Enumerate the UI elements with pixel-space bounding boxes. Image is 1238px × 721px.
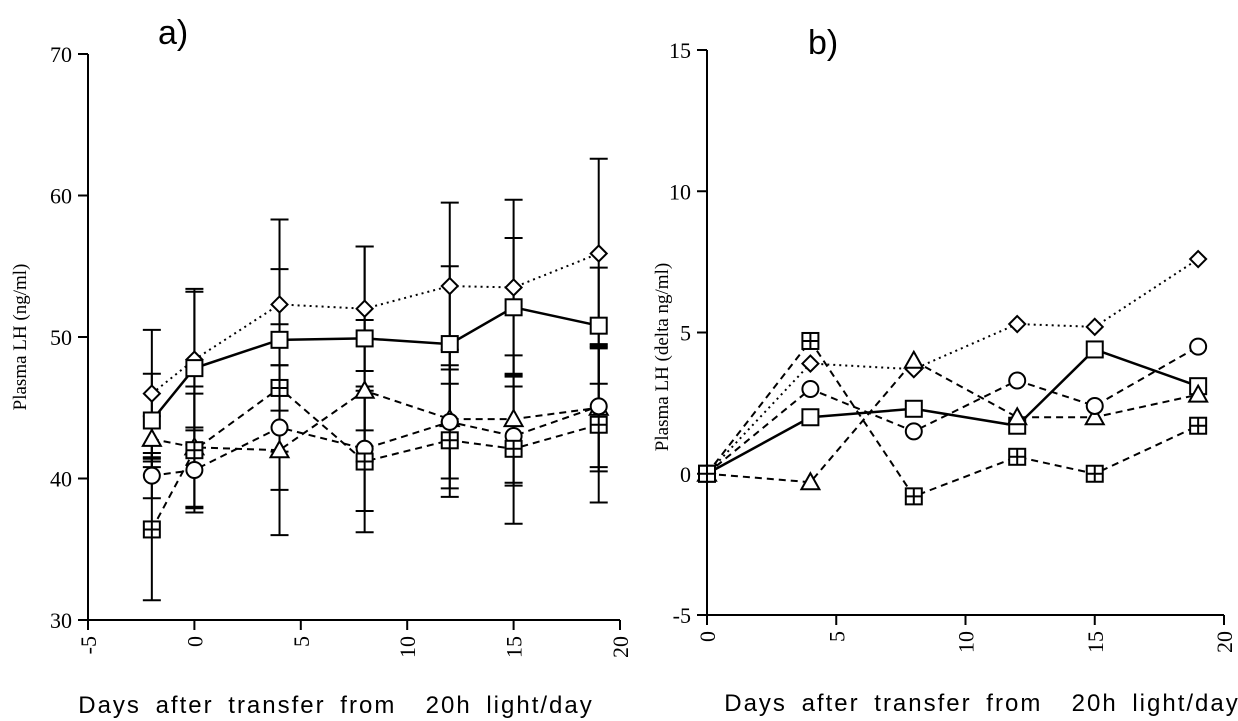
panel-a-x-tick-label: 5 [289, 636, 314, 647]
panel-b-series-circle-line [706, 345, 1199, 475]
panel-a-series-diamond-point [504, 278, 524, 297]
panel-a: a) Plasma LH (ng/ml) Days after transfer… [10, 14, 633, 719]
panel-a-series-diamond-line [151, 252, 600, 395]
panel-a-series-triangle-point [502, 408, 525, 428]
panel-a-y-tick-label: 30 [50, 608, 72, 633]
panel-a-series-square-point [504, 298, 523, 317]
panel-a-series-diamond-point [440, 276, 460, 296]
panel-b-series-circle-point [1189, 337, 1208, 356]
panel-a-y-tick-label: 60 [50, 184, 72, 209]
panel-a-series-square-plus-point [355, 452, 374, 471]
panel-b-series-circle-point [1085, 396, 1104, 415]
panel-a-y-tick-label: 70 [50, 42, 72, 67]
panel-b-x-tick-label: 20 [1212, 631, 1237, 653]
panel-b-series-triangle-point [1084, 406, 1106, 426]
panel-b-series-square-plus-point [904, 487, 923, 506]
panel-a-series-circle-point [270, 418, 289, 437]
panel-b-series-circle-point [904, 422, 923, 441]
panel-b-x-tick-label: 0 [695, 631, 720, 642]
panel-a-series-square-plus-point [440, 431, 459, 450]
panel-a-x-axis-label: Days after transfer from 20h light/day [78, 692, 594, 719]
panel-a-series-circle-line [151, 405, 600, 477]
panel-b-series-circle-point [801, 380, 820, 398]
panel-b-series-triangle-line [706, 359, 1199, 484]
panel-b-series-diamond-point [1188, 249, 1208, 269]
panel-a-series-triangle-point [141, 427, 163, 447]
panel-a-series-square-point [355, 329, 374, 348]
panel-b-series-square-plus-point [1189, 416, 1208, 435]
panel-a-series-diamond-point [270, 295, 289, 314]
panel-a-series-square-plus-line [150, 386, 599, 530]
panel-a-x-tick-label: 10 [395, 636, 420, 658]
panel-b: b) Plasma LH (delta ng/ml) Days after tr… [652, 24, 1238, 717]
panel-a-series-circle-point [440, 412, 459, 431]
panel-a-series-square-point [440, 335, 459, 354]
panel-a-series-diamond-point [355, 299, 375, 319]
panel-a-y-tick-label: 50 [50, 325, 72, 350]
panel-b-series-square-plus-point [698, 464, 716, 483]
panel-b-series-diamond-point [1007, 314, 1027, 334]
panel-b-x-tick-label: 5 [824, 631, 849, 642]
panel-b-series-diamond-point [800, 354, 820, 373]
panel-b-series-circle-point [1008, 371, 1027, 390]
panel-b-series-square-point [904, 399, 923, 418]
panel-a-series-square-point [589, 316, 608, 335]
panel-b-series-triangle-point [1006, 406, 1028, 426]
panel-b-y-tick-label: 10 [669, 179, 691, 204]
panel-a-series-diamond-point [589, 244, 609, 263]
panel-a-label: a) [158, 14, 188, 52]
panel-a-series-diamond-point [142, 384, 162, 404]
panel-a-series-square-line [150, 305, 599, 422]
panel-b-series-square-plus-point [801, 331, 820, 350]
panel-b-y-tick-label: 0 [680, 462, 691, 487]
panel-a-series-square-point [185, 359, 204, 378]
panel-a-series-square-point [270, 330, 289, 349]
panel-b-y-axis-label: Plasma LH (delta ng/ml) [652, 263, 673, 451]
panel-b-series-square-plus-line [706, 339, 1199, 498]
panel-a-y-axis-label: Plasma LH (ng/ml) [10, 264, 31, 411]
panel-a-x-tick-label: 20 [608, 636, 633, 658]
panel-a-series-square-plus-point [142, 520, 161, 539]
panel-b-series-triangle-point [1187, 383, 1209, 403]
panel-a-y-tick-label: 40 [50, 467, 72, 492]
panel-b-series-square-point [1085, 340, 1104, 359]
panel-b-series-square-point [801, 408, 820, 427]
panel-a-series-square-plus-point [504, 439, 523, 458]
panel-b-series-triangle-point [903, 349, 925, 369]
panel-b-label: b) [808, 24, 838, 62]
panel-b-x-tick-label: 15 [1083, 631, 1108, 653]
panel-b-x-axis-label: Days after transfer from 20h light/day [724, 690, 1238, 717]
panel-a-series-square-plus-point [270, 378, 289, 397]
panel-b-y-tick-label: 5 [680, 321, 691, 346]
panel-a-series-square-plus-point [589, 415, 608, 434]
panel-b-series-diamond-line [706, 258, 1199, 475]
panel-b-series-square-plus-point [1008, 447, 1027, 466]
panel-a-series-triangle-line [151, 389, 599, 452]
panel-a-series-triangle-point [268, 439, 291, 459]
panel-a-series-circle-point [589, 397, 608, 416]
panel-a-series-square-plus-point [185, 441, 204, 460]
panel-a-x-tick-label: 15 [502, 636, 527, 658]
panel-a-series-circle-point [185, 461, 204, 480]
panel-a-series-square-point [142, 411, 161, 430]
panel-b-series-square-line [706, 348, 1199, 475]
panel-a-series-circle-point [142, 466, 161, 485]
panel-a-series-triangle-point [353, 379, 376, 399]
panel-b-series-triangle-point [799, 471, 822, 491]
panel-b-x-tick-label: 10 [954, 631, 979, 653]
panel-b-y-tick-label: -5 [673, 603, 691, 628]
panel-a-x-tick-label: -5 [76, 636, 101, 654]
panel-b-y-tick-label: 15 [669, 38, 691, 63]
panel-b-series-square-plus-point [1085, 464, 1104, 483]
panel-a-x-tick-label: 0 [182, 636, 207, 647]
panel-b-series-diamond-point [1085, 317, 1105, 337]
